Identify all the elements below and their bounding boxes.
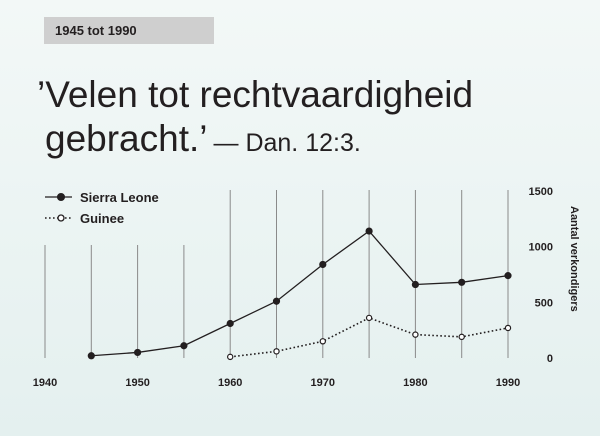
data-point-1-1960 <box>226 353 234 361</box>
y-tick-label-1500: 1500 <box>529 186 553 198</box>
x-tick-label-1940: 1940 <box>33 377 57 389</box>
data-point-0-1950 <box>134 348 142 357</box>
data-point-1-1980 <box>412 331 419 338</box>
y-tick-label-500: 500 <box>535 297 553 309</box>
y-tick-label-1000: 1000 <box>529 242 553 254</box>
data-point-0-1965 <box>272 297 281 305</box>
y-axis-label: Aantal verkondigers <box>568 206 580 312</box>
y-axis: Aantal verkondigers 0 500 1000 1500 <box>529 186 580 365</box>
data-point-0-1980 <box>411 280 419 289</box>
legend-swatch-marker-0 <box>56 192 66 202</box>
scripture-quote: ’Velen tot rechtvaardigheid gebracht.’ — … <box>37 73 577 165</box>
data-point-0-1990 <box>504 272 512 280</box>
chart-series <box>87 227 512 361</box>
data-point-1-1990 <box>504 324 512 332</box>
data-point-0-1975 <box>365 227 373 235</box>
data-point-1-1965 <box>273 348 280 355</box>
quote-line-1: ’Velen tot rechtvaardigheid <box>37 74 474 115</box>
data-point-1-1985 <box>458 333 465 341</box>
data-point-1-1970 <box>319 338 326 345</box>
quote-reference: — Dan. 12:3. <box>213 129 361 157</box>
legend-swatch-marker-1 <box>57 214 65 222</box>
data-point-0-1985 <box>458 278 466 286</box>
data-point-0-1960 <box>226 319 234 328</box>
period-tag-label: 1945 tot 1990 <box>55 23 137 38</box>
legend-label-0: Sierra Leone <box>80 190 159 205</box>
data-point-0-1955 <box>180 342 188 350</box>
series-sierra-leone <box>87 227 512 360</box>
data-point-0-1970 <box>319 260 327 269</box>
x-axis: 1940 1950 1960 1970 1980 1990 <box>33 377 520 389</box>
quote-line-2: gebracht.’ <box>45 118 208 159</box>
data-point-0-1945 <box>87 352 95 360</box>
legend-label-1: Guinee <box>80 211 124 226</box>
x-tick-label-1980: 1980 <box>403 377 427 389</box>
x-tick-label-1960: 1960 <box>218 377 242 389</box>
period-tag: 1945 tot 1990 <box>44 17 214 44</box>
quote-line-2-wrap: gebracht.’ — Dan. 12:3. <box>37 117 577 165</box>
y-tick-label-0: 0 <box>547 353 553 365</box>
legend: Sierra Leone Guinee <box>45 190 159 226</box>
series-line-0 <box>91 230 509 357</box>
series-guinee <box>226 314 512 361</box>
x-tick-label-1950: 1950 <box>125 377 149 389</box>
x-tick-label-1970: 1970 <box>311 377 335 389</box>
data-point-1-1975 <box>365 314 373 322</box>
x-tick-label-1990: 1990 <box>496 377 520 389</box>
